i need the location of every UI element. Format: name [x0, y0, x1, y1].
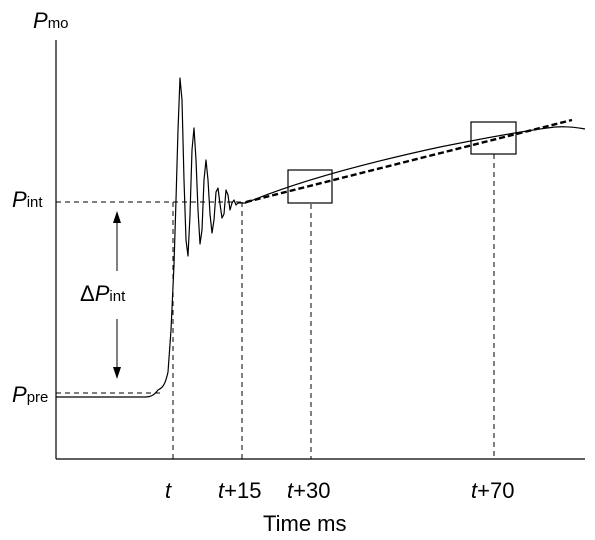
x-tick-t15-suffix: +15 [224, 478, 262, 503]
x-tick-t-var: t [165, 478, 172, 503]
linear-fit-line [245, 118, 573, 204]
x-tick-t15-var: t [218, 478, 225, 503]
x-tick-t15: t+15 [218, 480, 261, 502]
x-tick-t30: t+30 [287, 480, 330, 502]
p-pre-label-sub: pre [26, 389, 49, 406]
x-tick-t30-suffix: +30 [293, 478, 331, 503]
p-int-label-main: P [12, 187, 27, 212]
x-tick-t70-var: t [471, 478, 478, 503]
window-t70 [470, 121, 517, 155]
y-axis-title: Pmo [33, 10, 69, 32]
delta-arrow-up-head [113, 211, 121, 223]
x-tick-t70-suffix: +70 [477, 478, 515, 503]
delta-label-sub: int [109, 288, 126, 305]
p-pre-label: Ppre [12, 384, 48, 406]
delta-label-main: P [94, 281, 110, 306]
window-t30 [287, 169, 333, 204]
p-int-label: Pint [12, 189, 43, 211]
delta-arrow-down-head [113, 367, 121, 379]
p-pre-label-main: P [12, 382, 27, 407]
y-axis-title-main: P [33, 8, 48, 33]
x-tick-t: t [165, 480, 171, 502]
p-int-label-sub: int [26, 194, 43, 211]
x-tick-t30-var: t [287, 478, 294, 503]
x-axis-title: Time ms [263, 511, 347, 536]
pressure-curve [56, 77, 586, 398]
delta-symbol: Δ [80, 281, 95, 306]
delta-p-int-label: ΔPint [80, 283, 125, 305]
y-axis-title-sub: mo [47, 15, 69, 32]
x-tick-t70: t+70 [471, 480, 514, 502]
